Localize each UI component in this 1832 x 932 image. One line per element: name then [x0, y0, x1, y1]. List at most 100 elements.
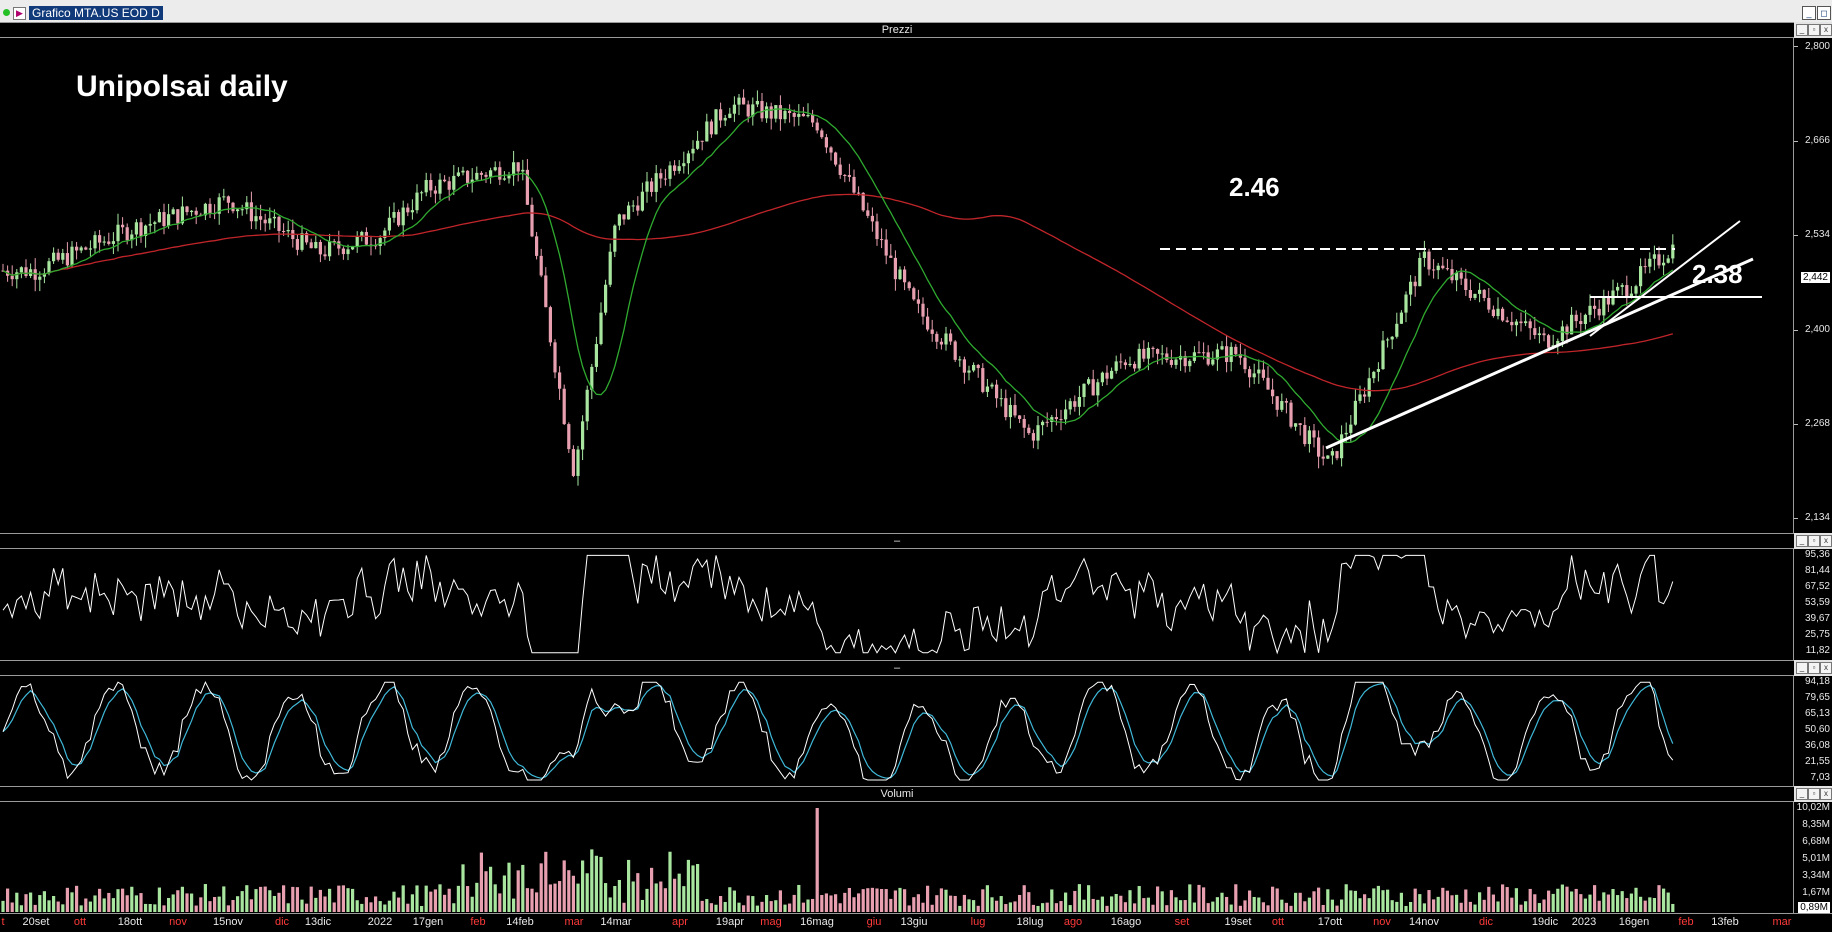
pane-close-icon[interactable]: x — [1820, 535, 1832, 547]
date-axis-label: 14mar — [600, 916, 632, 928]
volume-bar — [663, 888, 667, 912]
candle-body — [691, 148, 695, 154]
pane-minimize-icon[interactable]: _ — [1796, 535, 1808, 547]
candle-body — [318, 241, 322, 255]
volume-bar — [489, 866, 493, 912]
candle-body — [1496, 308, 1500, 317]
candle-body — [1142, 348, 1146, 359]
candle-body — [185, 206, 189, 213]
candle-body — [1280, 401, 1284, 410]
volume-bar — [1372, 888, 1376, 912]
candle-body — [1358, 394, 1362, 401]
volume-bar — [1031, 904, 1035, 912]
volume-bar — [1593, 885, 1597, 912]
candle-body — [958, 359, 962, 361]
volume-bar — [369, 902, 373, 912]
candle-body — [857, 192, 861, 194]
volume-bar — [939, 888, 943, 912]
candle-body — [1114, 361, 1118, 371]
volume-bar — [1128, 890, 1132, 912]
stoch-pane-title: – — [893, 662, 901, 674]
candle-body — [153, 222, 157, 224]
candle-body — [93, 235, 97, 249]
candle-body — [930, 329, 934, 334]
price-tick: 2,268 — [1804, 418, 1830, 429]
ma-short-line — [2, 108, 1674, 444]
volume-bar — [346, 888, 350, 912]
pane-minimize-icon[interactable]: _ — [1796, 24, 1808, 36]
date-axis-label: 19dic — [1531, 916, 1559, 928]
volume-bar — [1583, 898, 1587, 912]
pane-restore-icon[interactable]: ▫ — [1808, 24, 1820, 36]
volume-bar — [926, 885, 930, 912]
candle-body — [1422, 251, 1426, 258]
candle-body — [1652, 254, 1656, 259]
candle-body — [397, 212, 401, 226]
candle-body — [24, 267, 28, 276]
candle-body — [1082, 383, 1086, 397]
pane-minimize-icon[interactable]: _ — [1796, 788, 1808, 800]
candle-body — [415, 192, 419, 211]
volume-bar — [1376, 885, 1380, 912]
candle-body — [604, 284, 608, 313]
candle-body — [1119, 361, 1123, 363]
stoch-tick: 65,13 — [1804, 708, 1830, 719]
candle-body — [70, 246, 74, 266]
volume-bar — [737, 902, 741, 912]
candle-body — [659, 173, 663, 179]
rsi-line — [2, 554, 1674, 655]
date-axis-label: 18lug — [1016, 916, 1044, 928]
candle-body — [226, 196, 230, 203]
pane-restore-icon[interactable]: ▫ — [1808, 535, 1820, 547]
volume-bar — [1027, 892, 1031, 912]
candle-body — [364, 231, 368, 245]
pane-restore-icon[interactable]: ▫ — [1808, 662, 1820, 674]
volume-bar — [769, 901, 773, 912]
pane-close-icon[interactable]: x — [1820, 788, 1832, 800]
volume-bar — [760, 901, 764, 912]
restore-icon[interactable]: ◻ — [1817, 6, 1831, 20]
candle-body — [470, 179, 474, 183]
volume-bar — [1390, 900, 1394, 912]
candle-body — [130, 234, 134, 241]
candle-body — [144, 225, 148, 237]
candle-body — [383, 230, 387, 239]
volume-bar — [452, 903, 456, 912]
minimize-icon[interactable]: _ — [1802, 6, 1816, 20]
volume-bar — [213, 897, 217, 912]
volume-bar — [1045, 902, 1049, 912]
trendline-main — [1325, 257, 1754, 450]
pane-restore-icon[interactable]: ▫ — [1808, 788, 1820, 800]
volume-bar — [659, 881, 663, 912]
candle-body — [985, 386, 989, 392]
volume-bar — [1197, 884, 1201, 912]
candle-body — [558, 372, 562, 389]
stoch-tick: 7,03 — [1810, 772, 1830, 783]
volume-bar — [1271, 886, 1275, 912]
volume-bar — [985, 885, 989, 912]
candle-body — [1468, 290, 1472, 298]
candle-body — [1372, 371, 1376, 379]
pane-close-icon[interactable]: x — [1820, 24, 1832, 36]
candle-body — [935, 333, 939, 342]
candle-body — [1031, 433, 1035, 441]
arrow-icon[interactable]: ▶ — [13, 7, 26, 20]
candle-body — [760, 100, 764, 119]
volume-bar — [797, 884, 801, 912]
volume-bar — [1202, 887, 1206, 912]
candle-body — [1634, 286, 1638, 294]
candle-body — [84, 247, 88, 250]
volume-bar — [930, 904, 934, 912]
candle-body — [1524, 321, 1528, 324]
volume-bar — [916, 894, 920, 912]
volume-bar — [999, 896, 1003, 912]
candle-body — [806, 115, 810, 117]
candle-body — [456, 172, 460, 176]
pane-minimize-icon[interactable]: _ — [1796, 662, 1808, 674]
volume-bar — [323, 896, 327, 912]
pane-close-icon[interactable]: x — [1820, 662, 1832, 674]
volume-bar — [203, 884, 207, 912]
volume-bar — [134, 895, 138, 912]
volume-bar — [636, 873, 640, 912]
candle-body — [254, 216, 258, 222]
